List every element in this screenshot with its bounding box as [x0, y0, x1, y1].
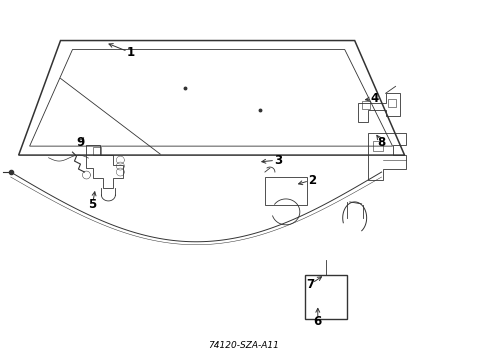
Bar [264, 177, 306, 205]
Bar [372, 141, 382, 151]
Text: 7: 7 [305, 278, 313, 291]
Text: 5: 5 [88, 198, 96, 211]
Bar [361, 101, 369, 109]
Text: 3: 3 [273, 154, 282, 167]
Text: 74120-SZA-A11: 74120-SZA-A11 [208, 341, 279, 350]
Text: 8: 8 [377, 136, 385, 149]
Bar [387, 99, 395, 107]
Text: 1: 1 [126, 46, 134, 59]
Text: 6: 6 [313, 315, 321, 328]
Text: 9: 9 [76, 136, 84, 149]
Text: 4: 4 [370, 92, 378, 105]
Text: 2: 2 [307, 174, 315, 186]
Bar [93, 147, 101, 155]
Bar [304, 275, 346, 319]
